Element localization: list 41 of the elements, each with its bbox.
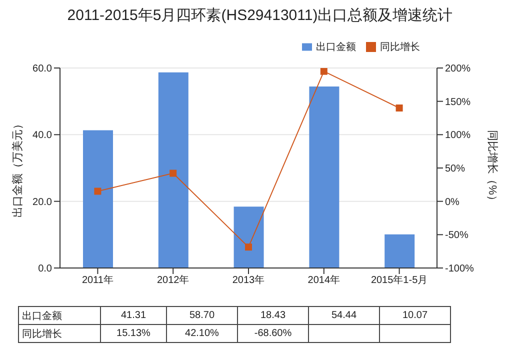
y-axis-title: 出口金额（万美元） bbox=[10, 118, 24, 218]
point bbox=[94, 188, 102, 195]
data-label: 18.43 bbox=[238, 306, 308, 324]
x-tick-label: 2014年 bbox=[308, 274, 340, 286]
data-label: 41.31 bbox=[100, 306, 166, 324]
chart-title: 2011-2015年5月四环素(HS29413011)出口总额及增速统计 bbox=[66, 6, 454, 25]
y2-tick-label: 50% bbox=[445, 164, 466, 175]
x-tick-label: 2015年1-5月 bbox=[370, 274, 428, 286]
data-label: 54.44 bbox=[308, 306, 380, 324]
data-label: -68.60% bbox=[238, 324, 308, 342]
point bbox=[396, 104, 403, 112]
bar bbox=[234, 206, 264, 268]
x-tick-label: 2011年 bbox=[82, 274, 114, 286]
data-label: 42.10% bbox=[166, 324, 238, 342]
y2-tick-label: -50% bbox=[445, 230, 468, 242]
y2-tick-label: 200% bbox=[445, 64, 471, 75]
data-label: 58.70 bbox=[166, 306, 238, 324]
bar bbox=[309, 86, 340, 268]
point bbox=[170, 170, 177, 177]
y-tick-label: 0.0 bbox=[38, 264, 52, 275]
y-tick-label: 40.0 bbox=[32, 130, 52, 142]
text: 出口金额 bbox=[22, 310, 62, 322]
text: 同比增长 bbox=[22, 328, 62, 340]
y2-tick-label: 0% bbox=[445, 196, 460, 208]
legend-label: 同比增长 bbox=[380, 42, 420, 53]
y2-tick-label: -100% bbox=[445, 264, 474, 275]
bar bbox=[158, 72, 188, 268]
bar bbox=[83, 130, 113, 268]
y2-axis-title: 同比增长（%） bbox=[486, 130, 500, 206]
y2-tick-label: 150% bbox=[445, 96, 471, 108]
bar bbox=[384, 234, 415, 268]
legend-label: 出口金额 bbox=[316, 42, 356, 53]
y-tick-label: 60.0 bbox=[32, 64, 52, 75]
data-label: 10.07 bbox=[380, 306, 450, 324]
y2-tick-label: 100% bbox=[445, 130, 471, 142]
y-tick-label: 20.0 bbox=[32, 196, 52, 208]
data-label: 15.13% bbox=[100, 324, 166, 342]
x-tick-label: 2013年 bbox=[232, 274, 265, 286]
point bbox=[245, 244, 252, 251]
x-tick-label: 2012年 bbox=[156, 274, 190, 286]
point bbox=[320, 68, 328, 75]
